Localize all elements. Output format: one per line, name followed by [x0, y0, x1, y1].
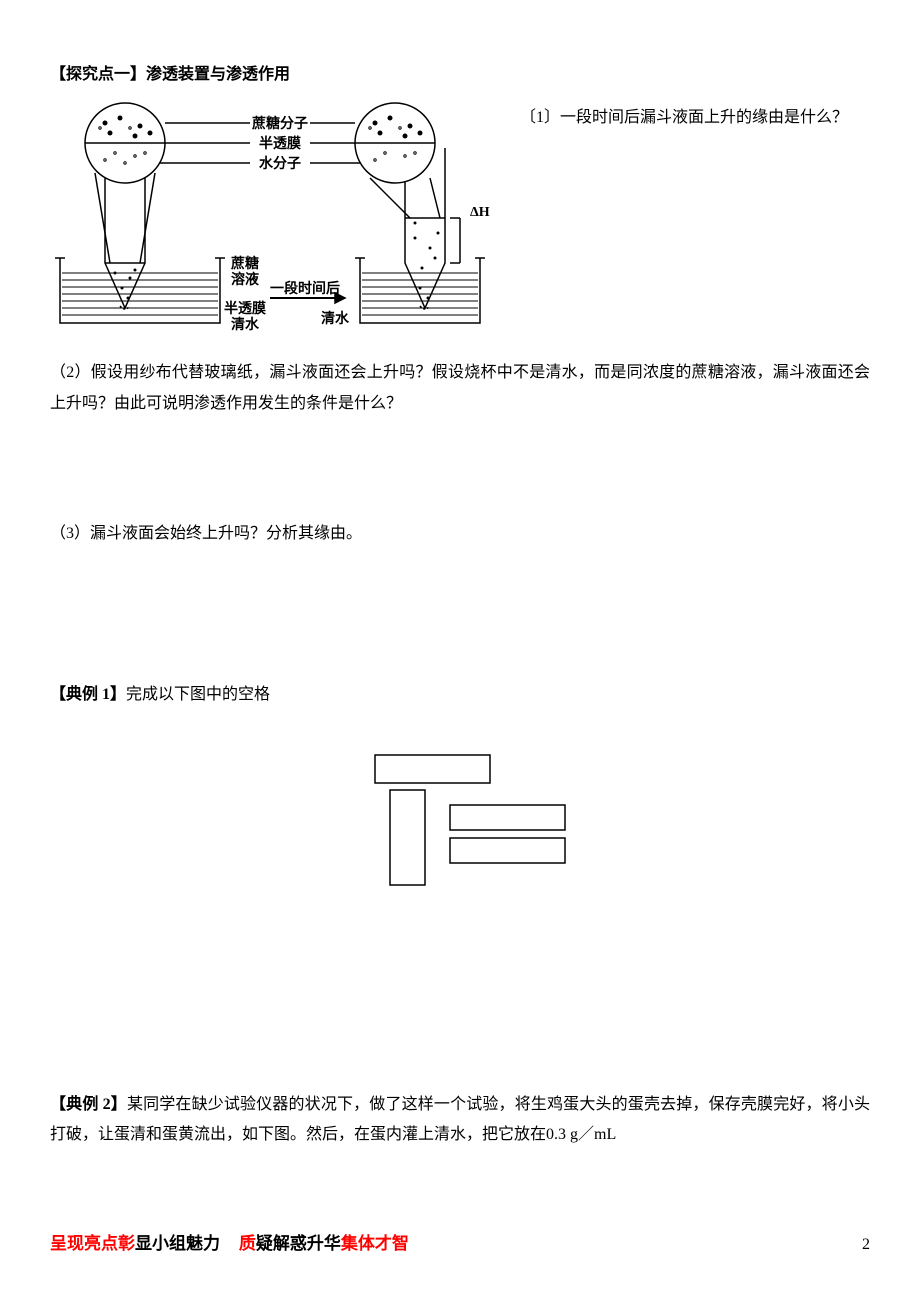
label-after-time: 一段时间后: [270, 280, 340, 297]
label-sucrose-molecule: 蔗糖分子: [251, 115, 308, 132]
footer-slogan: 呈现亮点彰显小组魅力 质疑解惑升华集体才智: [50, 1228, 409, 1260]
question-1: 〔1〕一段时间后漏斗液面上升的缘由是什么？: [520, 98, 870, 133]
footer-p2-blk: 疑解惑升华: [256, 1234, 341, 1253]
footer-p2-red: 质: [239, 1234, 256, 1253]
page-number: 2: [862, 1230, 870, 1260]
example-1-bold: 【典例 1】: [50, 686, 126, 703]
label-semi-membrane2: 半透膜: [224, 300, 266, 317]
blank-boxes-diagram: [50, 750, 870, 890]
label-pure-water: 清水: [231, 316, 260, 333]
footer-p1-blk: 显小组魅力: [135, 1234, 220, 1253]
osmosis-diagram: 蔗糖分子 半透膜 水分子 蔗糖 溶液 一段时间后 半透膜 清水 清水 ΔH: [50, 98, 490, 343]
label-sucrose-sol-1: 蔗糖: [230, 255, 259, 272]
page-footer: 呈现亮点彰显小组魅力 质疑解惑升华集体才智 2: [50, 1228, 870, 1260]
label-delta-h: ΔH: [470, 205, 490, 220]
label-water-molecule: 水分子: [259, 155, 301, 172]
label-sucrose-sol-2: 溶液: [231, 271, 260, 288]
section-title: 【探究点一】渗透装置与渗透作用: [50, 60, 870, 90]
footer-p1-red: 呈现亮点彰: [50, 1234, 135, 1253]
example-2-bold: 【典例 2】: [50, 1096, 127, 1113]
question-3: （3）漏斗液面会始终上升吗？分析其缘由。: [50, 519, 870, 549]
example-2-text: 某同学在缺少试验仪器的状况下，做了这样一个试验，将生鸡蛋大头的蛋壳去掉，保存壳膜…: [50, 1096, 870, 1143]
example-1-rest: 完成以下图中的空格: [126, 686, 270, 703]
example-1-title: 【典例 1】完成以下图中的空格: [50, 680, 870, 710]
question-2: （2）假设用纱布代替玻璃纸，漏斗液面还会上升吗？假设烧杯中不是清水，而是同浓度的…: [50, 358, 870, 419]
footer-p2-red2: 集体才智: [341, 1234, 409, 1253]
diagram-row: 蔗糖分子 半透膜 水分子 蔗糖 溶液 一段时间后 半透膜 清水 清水 ΔH 〔1…: [50, 98, 870, 343]
label-semi-membrane: 半透膜: [259, 135, 301, 152]
label-pure-water2: 清水: [321, 310, 350, 327]
example-2: 【典例 2】某同学在缺少试验仪器的状况下，做了这样一个试验，将生鸡蛋大头的蛋壳去…: [50, 1090, 870, 1151]
